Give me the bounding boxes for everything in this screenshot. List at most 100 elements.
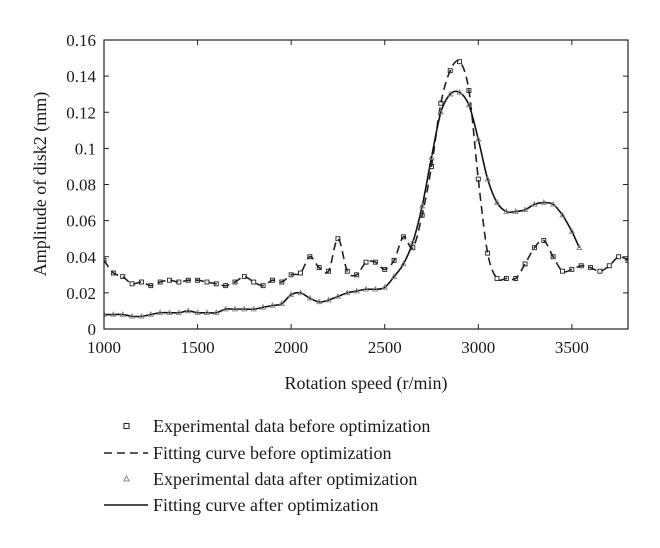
data-point-before bbox=[429, 163, 434, 169]
data-point-after bbox=[447, 90, 454, 97]
data-point-after bbox=[128, 312, 136, 319]
data-point-before bbox=[195, 277, 201, 283]
x-tick-label: 3000 bbox=[461, 338, 495, 357]
data-point-before bbox=[503, 275, 509, 281]
data-point-before bbox=[400, 234, 406, 240]
data-point-after bbox=[213, 309, 220, 315]
data-point-after bbox=[278, 300, 285, 306]
data-point-before bbox=[344, 268, 350, 274]
data-point-after bbox=[475, 135, 482, 142]
y-axis-label: Amplitude of disk2 (mm) bbox=[30, 92, 51, 276]
data-point-before bbox=[466, 88, 472, 94]
data-point-before bbox=[120, 274, 126, 280]
data-point-before bbox=[447, 68, 453, 74]
data-point-after bbox=[222, 305, 229, 312]
data-point-before bbox=[326, 268, 332, 274]
data-point-before bbox=[204, 279, 210, 285]
data-point-after bbox=[138, 312, 145, 319]
data-point-before bbox=[578, 263, 584, 269]
data-point-before bbox=[597, 268, 603, 274]
data-point-after bbox=[372, 285, 379, 292]
data-point-before bbox=[223, 283, 229, 289]
fitting-curve-before-line bbox=[104, 59, 628, 287]
legend-swatch bbox=[123, 423, 130, 429]
legend: Experimental data before optimization Fit… bbox=[104, 416, 430, 515]
fitting-curve-after-line bbox=[104, 90, 581, 318]
legend-item: Fitting curve after optimization bbox=[104, 495, 378, 515]
data-point-before bbox=[475, 176, 481, 182]
data-point-after bbox=[194, 309, 201, 315]
data-point-after bbox=[465, 101, 473, 108]
data-point-after bbox=[231, 305, 239, 312]
data-point-after bbox=[156, 309, 164, 315]
data-point-after bbox=[409, 238, 416, 245]
data-point-before bbox=[288, 272, 294, 278]
data-point-before bbox=[522, 261, 528, 267]
data-point-before bbox=[335, 236, 341, 242]
data-point-before bbox=[232, 279, 238, 285]
data-point-before bbox=[316, 265, 322, 271]
data-point-after bbox=[287, 291, 295, 297]
data-point-after bbox=[259, 303, 267, 310]
x-axis-label: Rotation speed (r/min) bbox=[285, 373, 448, 394]
data-point-before bbox=[513, 275, 519, 281]
data-point-after bbox=[390, 273, 398, 279]
data-point-after bbox=[484, 175, 491, 182]
data-point-before bbox=[307, 254, 313, 260]
data-point-before bbox=[148, 283, 154, 289]
data-point-before bbox=[606, 263, 612, 269]
data-point-before bbox=[260, 283, 266, 289]
data-point-before bbox=[372, 259, 378, 265]
data-point-after bbox=[306, 294, 314, 301]
data-point-after bbox=[119, 311, 126, 317]
legend-label: Fitting curve after optimization bbox=[153, 495, 378, 515]
data-point-after bbox=[381, 283, 388, 290]
y-tick-label: 0.08 bbox=[66, 176, 96, 195]
data-point-before bbox=[588, 265, 594, 271]
data-point-after bbox=[250, 305, 257, 312]
data-point-before bbox=[298, 270, 303, 276]
data-point-after bbox=[437, 108, 445, 115]
data-point-before bbox=[457, 59, 463, 65]
data-point-after bbox=[104, 311, 108, 317]
data-point-after bbox=[297, 289, 304, 296]
data-point-before bbox=[485, 250, 491, 256]
y-tick-label: 0.16 bbox=[66, 31, 96, 50]
data-point-before bbox=[410, 245, 416, 251]
x-tick-label: 1000 bbox=[87, 338, 121, 357]
data-point-before bbox=[167, 277, 172, 283]
y-tick-label: 0.04 bbox=[66, 248, 96, 267]
data-point-before bbox=[279, 279, 285, 285]
data-point-after bbox=[185, 307, 192, 314]
y-tick-label: 0.1 bbox=[75, 139, 96, 158]
legend-item: Experimental data after optimization bbox=[122, 469, 417, 489]
data-point-after bbox=[503, 208, 510, 214]
data-point-before bbox=[104, 257, 107, 263]
data-point-after bbox=[456, 88, 463, 95]
data-point-before bbox=[391, 257, 397, 263]
data-point-before bbox=[354, 272, 360, 278]
data-point-before bbox=[241, 274, 247, 280]
data-point-after bbox=[568, 227, 576, 234]
y-tick-label: 0.14 bbox=[66, 67, 96, 86]
legend-label: Experimental data after optimization bbox=[153, 469, 417, 489]
y-axis-ticks: 0 0.02 0.04 0.06 0.08 0.1 0.12 0.14 0.16 bbox=[66, 31, 628, 339]
data-point-before bbox=[185, 277, 191, 283]
data-point-after bbox=[400, 260, 407, 267]
data-point-after bbox=[493, 199, 501, 205]
data-point-before bbox=[251, 279, 257, 285]
data-point-after bbox=[316, 298, 323, 305]
data-point-after bbox=[531, 200, 538, 207]
y-tick-label: 0.12 bbox=[66, 103, 96, 122]
data-point-after bbox=[166, 309, 173, 315]
data-point-before bbox=[157, 279, 163, 285]
series-layer bbox=[104, 59, 628, 319]
data-point-before bbox=[438, 100, 444, 106]
data-point-before bbox=[382, 266, 388, 272]
data-point-before bbox=[110, 270, 116, 276]
y-tick-label: 0 bbox=[88, 320, 97, 339]
legend-label: Fitting curve before optimization bbox=[153, 443, 391, 463]
data-point-before bbox=[269, 277, 275, 283]
data-point-after bbox=[203, 309, 211, 315]
data-point-after bbox=[540, 199, 547, 205]
